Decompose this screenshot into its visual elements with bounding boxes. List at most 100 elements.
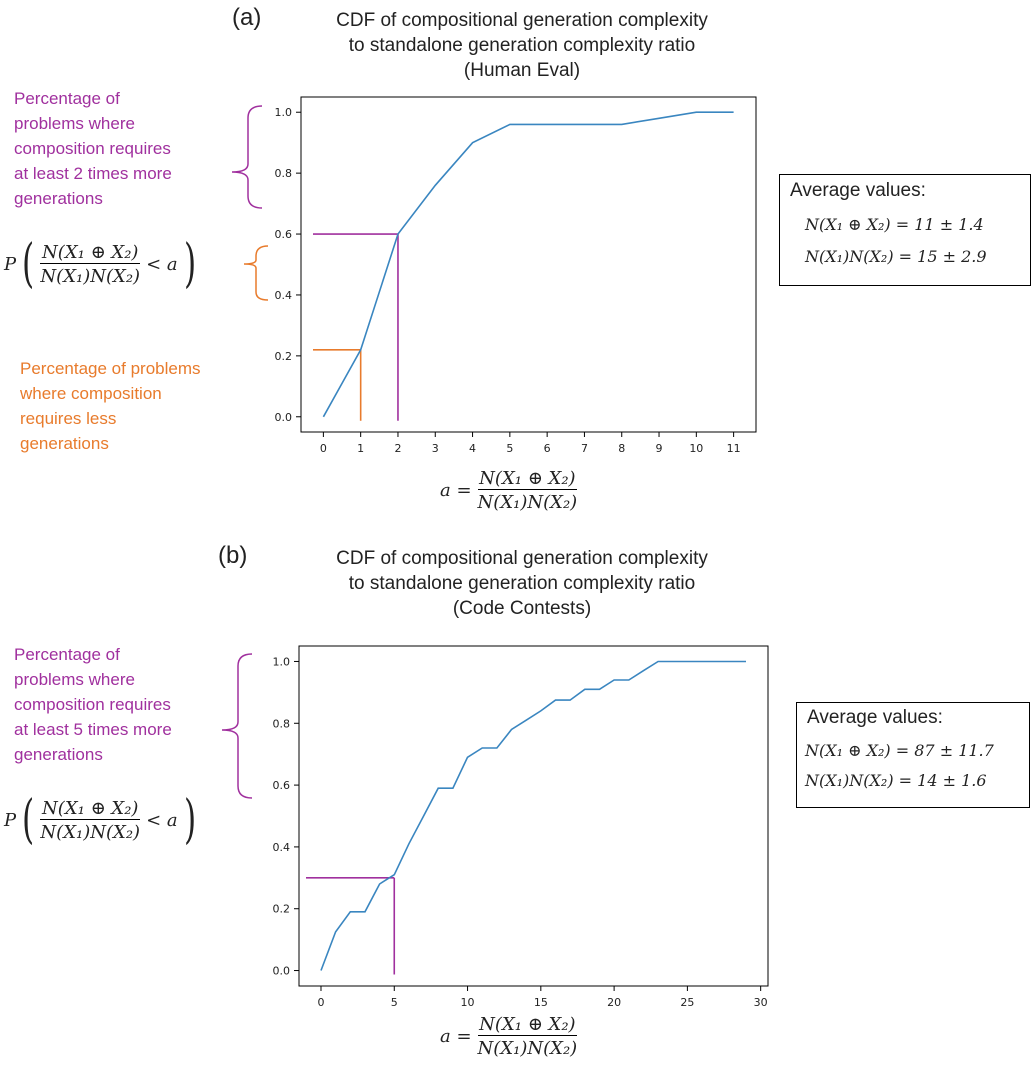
panel-b-bracket-purple	[221, 653, 253, 799]
annotation-line: generations	[14, 745, 103, 764]
formula-fraction: N(X₁ ⊕ X₂) N(X₁)N(X₂)	[40, 797, 141, 843]
annotation-line: composition requires	[14, 695, 171, 714]
formula-denominator: N(X₁)N(X₂)	[40, 818, 141, 843]
chart-b-y-tick-label: 0.0	[273, 965, 291, 978]
formula-fraction: N(X₁ ⊕ X₂) N(X₁)N(X₂)	[40, 241, 141, 287]
formula-p: P	[4, 809, 17, 831]
annotation-line: Percentage of problems	[20, 359, 201, 378]
panel-b-annotation-purple: Percentage of problems where composition…	[14, 642, 172, 767]
x-formula-numerator: N(X₁ ⊕ X₂)	[479, 1014, 576, 1035]
chart-a-y-tick-label: 0.0	[275, 411, 293, 424]
panel-a-x-formula: a = N(X₁ ⊕ X₂) N(X₁)N(X₂)	[440, 468, 578, 513]
panel-b-title-line3: (Code Contests)	[452, 598, 592, 619]
chart-b-x-tick-label: 15	[534, 996, 548, 1009]
chart-a-x-tick-label: 8	[618, 442, 625, 455]
average-line: N(X₁)N(X₂) = 15 ± 2.9	[805, 247, 987, 266]
x-formula-denominator: N(X₁)N(X₂)	[477, 489, 578, 513]
annotation-line: Percentage of	[14, 89, 120, 108]
chart-a-x-tick-label: 1	[357, 442, 364, 455]
panel-a-title-line1: CDF of compositional generation complexi…	[336, 10, 708, 31]
formula-paren: (	[22, 234, 35, 294]
chart-a-y-tick-label: 0.6	[275, 228, 293, 241]
formula-denominator: N(X₁)N(X₂)	[40, 262, 141, 287]
panel-a-label: (a)	[232, 4, 262, 31]
chart-a-x-tick-label: 0	[320, 442, 327, 455]
panel-a-bracket-orange	[243, 245, 269, 301]
x-formula-lhs: a =	[440, 1026, 472, 1047]
panel-a-bracket-purple	[231, 105, 263, 209]
panel-b-label: (b)	[218, 542, 248, 569]
panel-b-average-box: Average values: N(X₁ ⊕ X₂) = 87 ± 11.7 N…	[796, 702, 1030, 808]
chart-b-x-tick-label: 20	[607, 996, 621, 1009]
chart-a-y-tick-label: 0.2	[275, 350, 293, 363]
chart-a-x-tick-label: 3	[432, 442, 439, 455]
chart-a-x-tick-label: 6	[544, 442, 551, 455]
chart-b-y-tick-label: 0.4	[273, 841, 291, 854]
chart-a-cdf-line	[322, 111, 734, 418]
panel-a-prob-formula: P ( N(X₁ ⊕ X₂) N(X₁)N(X₂) < a )	[4, 232, 202, 296]
formula-p: P	[4, 253, 17, 275]
chart-a-x-tick-label: 10	[689, 442, 703, 455]
chart-b-y-tick-label: 0.8	[273, 717, 291, 730]
annotation-line: at least 2 times more	[14, 164, 172, 183]
panel-a-title-line2: to standalone generation complexity rati…	[348, 35, 696, 56]
average-line: N(X₁ ⊕ X₂) = 11 ± 1.4	[805, 215, 984, 234]
formula-paren: )	[183, 234, 196, 294]
x-formula-fraction: N(X₁ ⊕ X₂) N(X₁)N(X₂)	[477, 1014, 578, 1059]
formula-paren: )	[183, 790, 196, 850]
panel-a-title-line3: (Human Eval)	[463, 60, 581, 81]
chart-b-y-tick-label: 0.6	[273, 779, 291, 792]
formula-relation: < a	[146, 253, 178, 275]
panel-b-title-line2: to standalone generation complexity rati…	[348, 573, 696, 594]
chart-b-x-tick-label: 0	[317, 996, 324, 1009]
annotation-line: problems where	[14, 670, 135, 689]
chart-b-cdf-line	[320, 660, 746, 971]
chart-a-y-tick-label: 0.4	[275, 289, 293, 302]
annotation-line: where composition	[20, 384, 162, 403]
chart-a-x-tick-label: 4	[469, 442, 476, 455]
average-heading: Average values:	[790, 180, 926, 201]
chart-a-x-tick-label: 9	[656, 442, 663, 455]
panel-b-title: CDF of compositional generation complexi…	[292, 546, 752, 621]
formula-paren: (	[22, 790, 35, 850]
x-formula-lhs: a =	[440, 480, 472, 501]
annotation-line: Percentage of	[14, 645, 120, 664]
panel-b-x-formula: a = N(X₁ ⊕ X₂) N(X₁)N(X₂)	[440, 1014, 578, 1059]
panel-a-average-box: Average values: N(X₁ ⊕ X₂) = 11 ± 1.4 N(…	[779, 174, 1031, 286]
chart-a-x-tick-label: 7	[581, 442, 588, 455]
annotation-line: generations	[20, 434, 109, 453]
panel-b-prob-formula: P ( N(X₁ ⊕ X₂) N(X₁)N(X₂) < a )	[4, 788, 202, 852]
average-line: N(X₁)N(X₂) = 14 ± 1.6	[805, 771, 987, 790]
average-line: N(X₁ ⊕ X₂) = 87 ± 11.7	[805, 741, 994, 760]
chart-b-x-tick-label: 30	[754, 996, 768, 1009]
chart-b-y-tick-label: 0.2	[273, 903, 291, 916]
chart-b-x-tick-label: 5	[391, 996, 398, 1009]
annotation-line: problems where	[14, 114, 135, 133]
chart-a-y-tick-label: 0.8	[275, 167, 293, 180]
chart-a-x-tick-label: 11	[727, 442, 741, 455]
chart-a-plot-frame	[300, 96, 757, 433]
panel-b-title-line1: CDF of compositional generation complexi…	[336, 548, 708, 569]
panel-a-title: CDF of compositional generation complexi…	[292, 8, 752, 83]
annotation-line: generations	[14, 189, 103, 208]
x-formula-numerator: N(X₁ ⊕ X₂)	[479, 468, 576, 489]
annotation-line: requires less	[20, 409, 117, 428]
chart-b-plot-frame	[298, 645, 769, 987]
formula-numerator: N(X₁ ⊕ X₂)	[42, 241, 139, 263]
chart-a-x-tick-label: 2	[394, 442, 401, 455]
chart-b-y-tick-label: 1.0	[273, 655, 291, 668]
average-heading: Average values:	[807, 707, 943, 728]
chart-a-y-tick-label: 1.0	[275, 106, 293, 119]
annotation-line: composition requires	[14, 139, 171, 158]
panel-a-annotation-purple: Percentage of problems where composition…	[14, 86, 172, 211]
chart-b-x-tick-label: 25	[680, 996, 694, 1009]
formula-numerator: N(X₁ ⊕ X₂)	[42, 797, 139, 819]
annotation-line: at least 5 times more	[14, 720, 172, 739]
chart-a-x-tick-label: 5	[506, 442, 513, 455]
formula-relation: < a	[146, 809, 178, 831]
x-formula-fraction: N(X₁ ⊕ X₂) N(X₁)N(X₂)	[477, 468, 578, 513]
panel-a-annotation-orange: Percentage of problems where composition…	[20, 356, 201, 456]
